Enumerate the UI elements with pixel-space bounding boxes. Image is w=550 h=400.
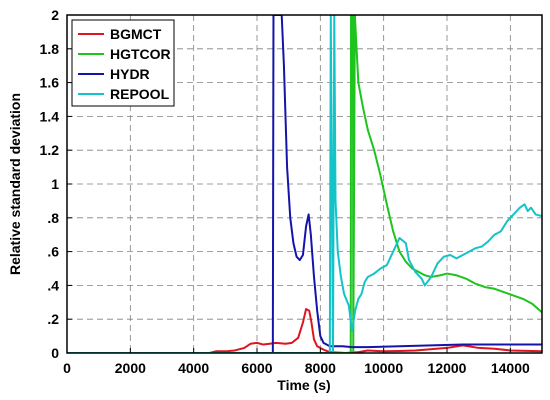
y-tick-label: .6 [47,244,59,260]
series-line-hgtcor [67,15,542,353]
grid [67,15,542,353]
x-axis-title: Time (s) [277,377,330,393]
y-tick-label: 1.2 [40,142,60,158]
legend-label: HGTCOR [110,46,171,62]
series-line-bgmct [67,308,542,353]
y-tick-label: .8 [47,210,59,226]
y-tick-label: 0 [51,345,59,361]
x-tick-label: 8000 [305,360,336,376]
x-tick-label: 4000 [178,360,209,376]
legend-label: HYDR [110,66,150,82]
x-tick-label: 14000 [491,360,530,376]
y-tick-label: 1.4 [40,108,60,124]
legend-label: REPOOL [110,86,170,102]
y-axis-ticks: 0 .2 .4 .6 .8 1 1.2 1.4 1.6 1.8 2 [40,7,72,361]
legend-label: BGMCT [110,26,162,42]
y-tick-label: .2 [47,311,59,327]
y-tick-label: .4 [47,277,59,293]
y-tick-label: 1.8 [40,41,60,57]
legend-items: BGMCT HGTCOR HYDR REPOOL [78,26,171,102]
x-tick-label: 0 [63,360,71,376]
x-tick-label: 10000 [364,360,403,376]
series-line-hydr [67,15,542,353]
series-line-repool [67,15,542,353]
y-tick-label: 2 [51,7,59,23]
x-tick-label: 12000 [428,360,467,376]
y-tick-label: 1 [51,176,59,192]
x-tick-label: 2000 [115,360,146,376]
series-layer [67,15,542,353]
legend: BGMCT HGTCOR HYDR REPOOL [71,19,175,107]
y-tick-label: 1.6 [40,75,60,91]
x-tick-label: 6000 [241,360,272,376]
y-axis-title: Relative standard deviation [7,93,23,275]
x-axis-ticks: 0 2000 4000 6000 8000 10000 12000 14000 [63,348,530,376]
